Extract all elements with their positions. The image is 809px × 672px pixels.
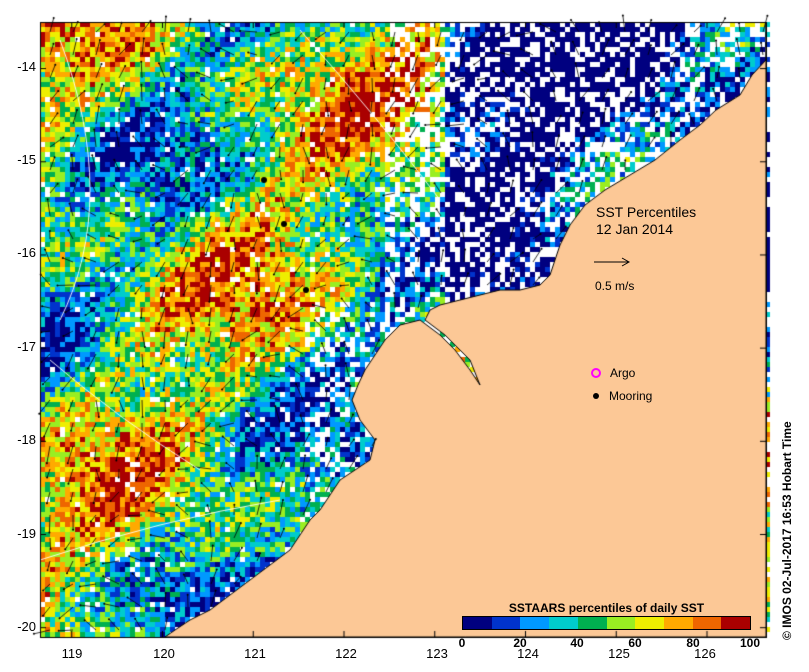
- colorbar-segment: [663, 617, 693, 629]
- lat-tick: -16: [17, 245, 36, 260]
- colorbar-segment: [463, 617, 492, 629]
- lon-tick: 126: [694, 646, 716, 661]
- colorbar-title: SSTAARS percentiles of daily SST: [508, 601, 705, 615]
- lon-tick: 121: [244, 646, 266, 661]
- colorbar-segment: [491, 617, 521, 629]
- lon-tick: 122: [335, 646, 357, 661]
- colorbar-tick: 20: [513, 636, 527, 650]
- colorbar-segment: [721, 617, 751, 629]
- lon-tick: 123: [426, 646, 448, 661]
- vector-scale-label: 0.5 m/s: [595, 279, 635, 293]
- colorbar-tick: 80: [686, 636, 700, 650]
- lon-tick: 119: [61, 646, 83, 661]
- imos-credit: © IMOS 02-Jul-2017 16:53 Hobart Time: [780, 421, 794, 640]
- lat-tick: -20: [17, 619, 36, 634]
- colorbar-segment: [520, 617, 550, 629]
- colorbar-tick: 0: [458, 636, 466, 650]
- legend-argo-label: Argo: [610, 366, 636, 380]
- title-date: 12 Jan 2014: [596, 221, 674, 237]
- colorbar-segment: [606, 617, 636, 629]
- colorbar-segment: [692, 617, 722, 629]
- colorbar-segment: [549, 617, 578, 629]
- legend-mooring: Mooring: [592, 389, 652, 403]
- lat-tick: -15: [17, 152, 36, 167]
- map-title: SST Percentiles 12 Jan 2014: [596, 204, 696, 238]
- mooring-marker-icon: [593, 393, 599, 399]
- colorbar: [462, 616, 751, 630]
- title-line-1: SST Percentiles: [596, 204, 697, 220]
- colorbar-tick: 60: [628, 636, 642, 650]
- lat-tick: -18: [17, 432, 36, 447]
- colorbar-tick: 40: [570, 636, 584, 650]
- lon-tick: 120: [153, 646, 175, 661]
- colorbar-tick: 100: [739, 636, 761, 650]
- legend-argo: Argo: [591, 366, 635, 380]
- lon-tick: 125: [608, 646, 630, 661]
- lat-tick: -14: [17, 59, 36, 74]
- legend-mooring-label: Mooring: [609, 389, 653, 403]
- colorbar-segment: [577, 617, 607, 629]
- colorbar-segment: [635, 617, 664, 629]
- lat-tick: -19: [17, 526, 36, 541]
- lon-tick: 124: [517, 646, 539, 661]
- lat-tick: -17: [17, 339, 36, 354]
- argo-marker-icon: [591, 368, 601, 378]
- vector-scale-arrow-icon: [594, 257, 631, 267]
